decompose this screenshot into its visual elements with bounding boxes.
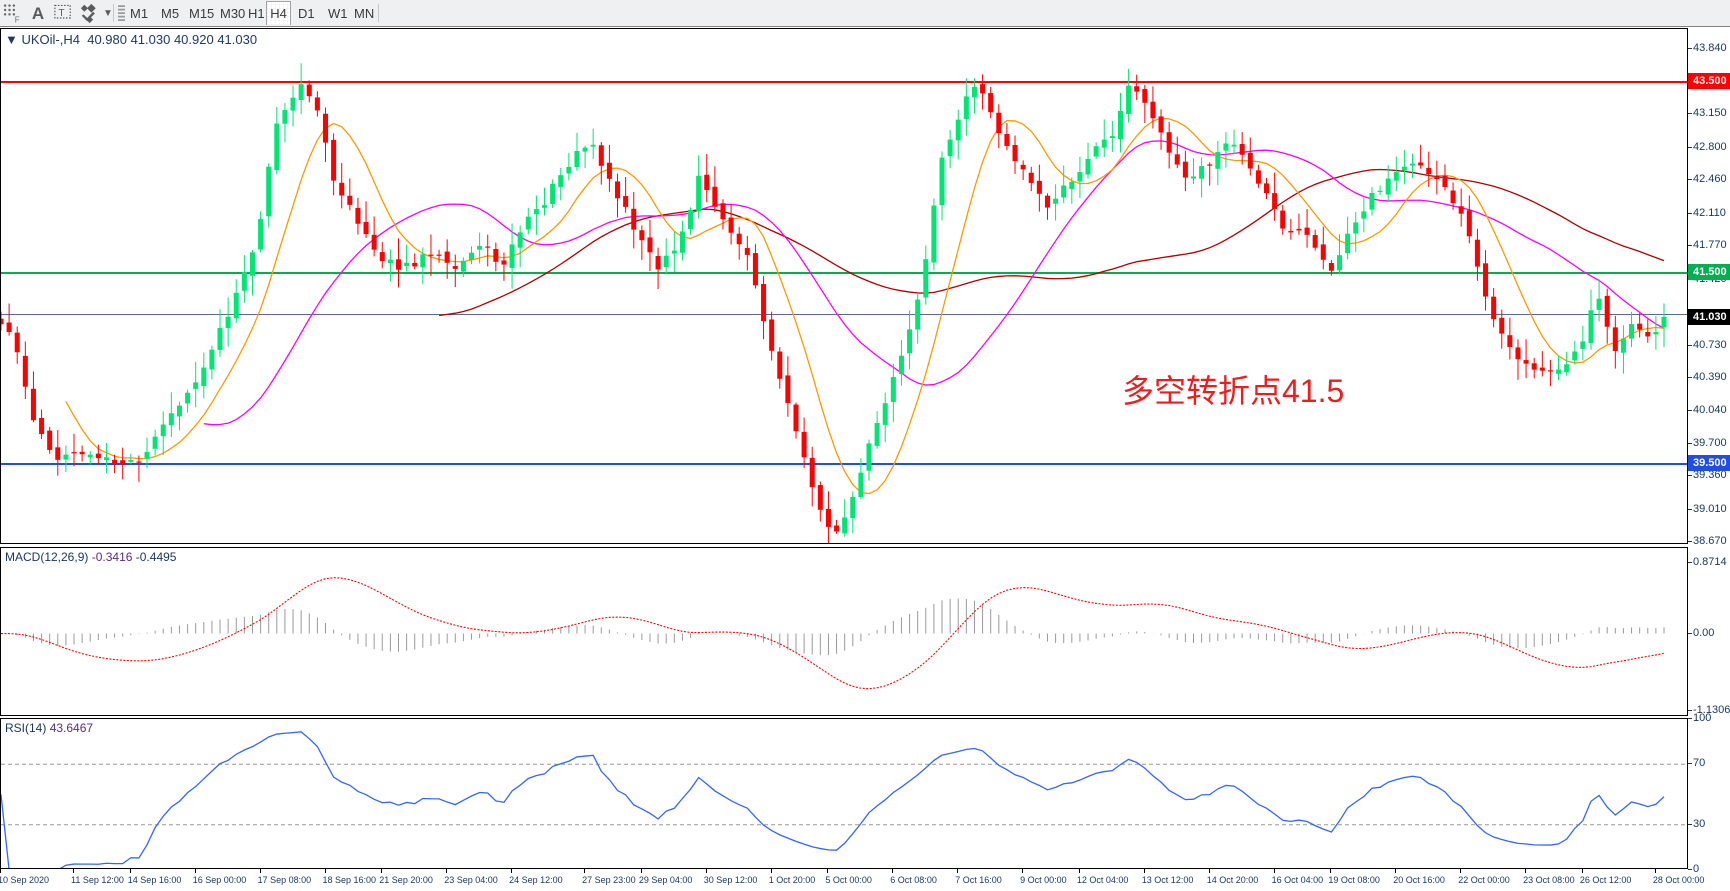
svg-text:F: F (15, 15, 20, 24)
svg-text:T: T (59, 8, 65, 19)
